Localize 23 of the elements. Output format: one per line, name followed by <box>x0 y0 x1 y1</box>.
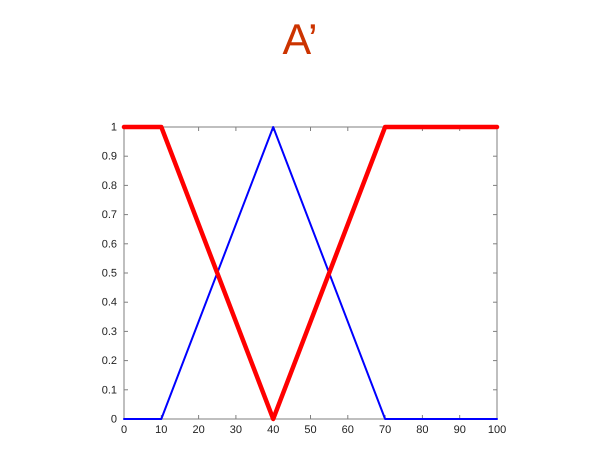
x-tick-label: 90 <box>454 424 466 436</box>
y-tick-label: 0.7 <box>102 209 117 222</box>
x-tick-label: 60 <box>342 424 354 436</box>
x-tick-label: 0 <box>120 424 128 436</box>
y-tick-label: 1 <box>110 122 117 134</box>
y-tick-label: 0.9 <box>102 150 117 163</box>
x-tick-label: 10 <box>155 424 168 436</box>
y-tick-label: 0.3 <box>102 326 117 338</box>
x-tick-label: 20 <box>192 424 205 436</box>
x-tick-label: 80 <box>416 424 429 436</box>
x-tick-label: 50 <box>304 424 317 436</box>
y-tick-label: 0.5 <box>102 268 117 280</box>
y-tick-label: 0.4 <box>102 296 117 309</box>
chart-title: A’ <box>282 16 318 64</box>
x-tick-label: 70 <box>378 424 392 436</box>
y-tick-label: 0 <box>110 414 117 426</box>
x-tick-label: 100 <box>488 424 506 436</box>
x-tick-label: 40 <box>267 424 280 436</box>
x-tick-label: 30 <box>230 424 242 436</box>
y-tick-label: 0.6 <box>102 238 117 250</box>
y-tick-label: 0.8 <box>102 180 117 192</box>
y-tick-label: 0.2 <box>102 355 117 368</box>
y-tick-label: 0.1 <box>102 384 117 396</box>
